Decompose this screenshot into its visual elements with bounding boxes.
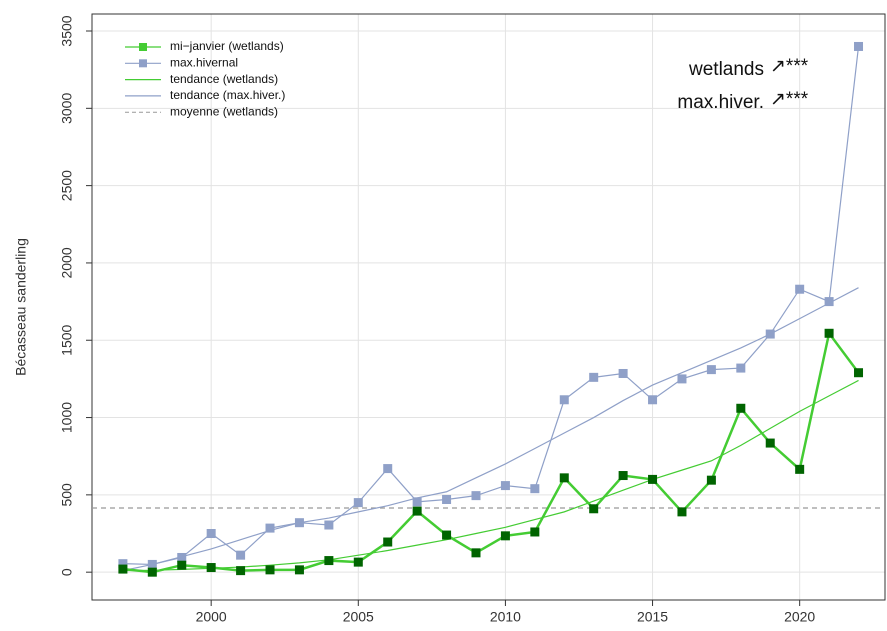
point bbox=[500, 481, 510, 491]
point bbox=[500, 531, 510, 541]
point bbox=[706, 365, 716, 375]
point bbox=[147, 567, 157, 577]
point bbox=[677, 374, 687, 384]
point bbox=[353, 498, 363, 508]
y-tick-label: 500 bbox=[59, 483, 75, 507]
point bbox=[530, 484, 540, 494]
point bbox=[559, 473, 569, 483]
x-tick-label: 2010 bbox=[490, 609, 521, 625]
point bbox=[265, 523, 275, 533]
point bbox=[765, 438, 775, 448]
y-tick-label: 3000 bbox=[59, 93, 75, 124]
legend-marker bbox=[139, 43, 147, 51]
point bbox=[648, 395, 658, 405]
series-line bbox=[122, 46, 860, 566]
point bbox=[854, 41, 864, 51]
y-tick-label: 0 bbox=[59, 568, 75, 576]
legend-label: tendance (max.hiver.) bbox=[170, 88, 285, 102]
x-tick-label: 2015 bbox=[637, 609, 668, 625]
legend-label: max.hivernal bbox=[170, 55, 238, 69]
point bbox=[236, 550, 246, 560]
plot-frame bbox=[91, 13, 886, 601]
point bbox=[177, 560, 187, 570]
y-tick-label: 2000 bbox=[59, 247, 75, 278]
point bbox=[471, 491, 481, 501]
point bbox=[706, 475, 716, 485]
point bbox=[442, 494, 452, 504]
y-tick-label: 3500 bbox=[59, 15, 75, 46]
point bbox=[206, 563, 216, 573]
point bbox=[471, 548, 481, 558]
point bbox=[559, 395, 569, 405]
point bbox=[618, 471, 628, 481]
annotation-symbol: ↗*** bbox=[770, 89, 809, 110]
legend-label: mi−janvier (wetlands) bbox=[170, 39, 284, 53]
point bbox=[530, 527, 540, 537]
legend-marker bbox=[139, 59, 147, 68]
point bbox=[353, 557, 363, 567]
point bbox=[412, 497, 422, 507]
point bbox=[736, 403, 746, 413]
point bbox=[236, 566, 246, 576]
point bbox=[412, 506, 422, 516]
point bbox=[147, 559, 157, 569]
x-tick-label: 2020 bbox=[784, 609, 815, 625]
point bbox=[383, 464, 393, 474]
point bbox=[294, 518, 304, 528]
point bbox=[589, 372, 599, 382]
legend-label: tendance (wetlands) bbox=[170, 72, 278, 86]
point bbox=[648, 474, 658, 484]
point bbox=[795, 284, 805, 294]
annotation-symbol: ↗*** bbox=[770, 56, 809, 77]
point bbox=[677, 507, 687, 517]
point bbox=[765, 329, 775, 339]
legend-label: moyenne (wetlands) bbox=[170, 104, 278, 118]
point bbox=[265, 565, 275, 575]
annotation-label: wetlands bbox=[688, 59, 764, 80]
point bbox=[118, 559, 128, 569]
series-line bbox=[122, 287, 859, 572]
x-tick-label: 2005 bbox=[343, 609, 374, 625]
point bbox=[294, 565, 304, 575]
point bbox=[324, 520, 334, 530]
point bbox=[118, 564, 128, 574]
point bbox=[795, 464, 805, 474]
x-tick-label: 2000 bbox=[196, 609, 227, 625]
point bbox=[324, 556, 334, 566]
series-line bbox=[122, 379, 859, 572]
point bbox=[824, 328, 834, 338]
point bbox=[177, 552, 187, 562]
point bbox=[383, 537, 393, 547]
point bbox=[618, 368, 628, 378]
point bbox=[206, 529, 216, 539]
series-line bbox=[122, 330, 860, 574]
point bbox=[854, 368, 864, 378]
y-tick-label: 1000 bbox=[59, 402, 75, 433]
y-tick-label: 2500 bbox=[59, 170, 75, 201]
y-axis-label: Bécasseau sanderling bbox=[13, 238, 29, 376]
point bbox=[824, 297, 834, 307]
annotation-label: max.hiver. bbox=[677, 92, 764, 113]
y-tick-label: 1500 bbox=[59, 324, 75, 355]
point bbox=[589, 504, 599, 514]
point bbox=[736, 363, 746, 373]
point bbox=[442, 530, 452, 540]
